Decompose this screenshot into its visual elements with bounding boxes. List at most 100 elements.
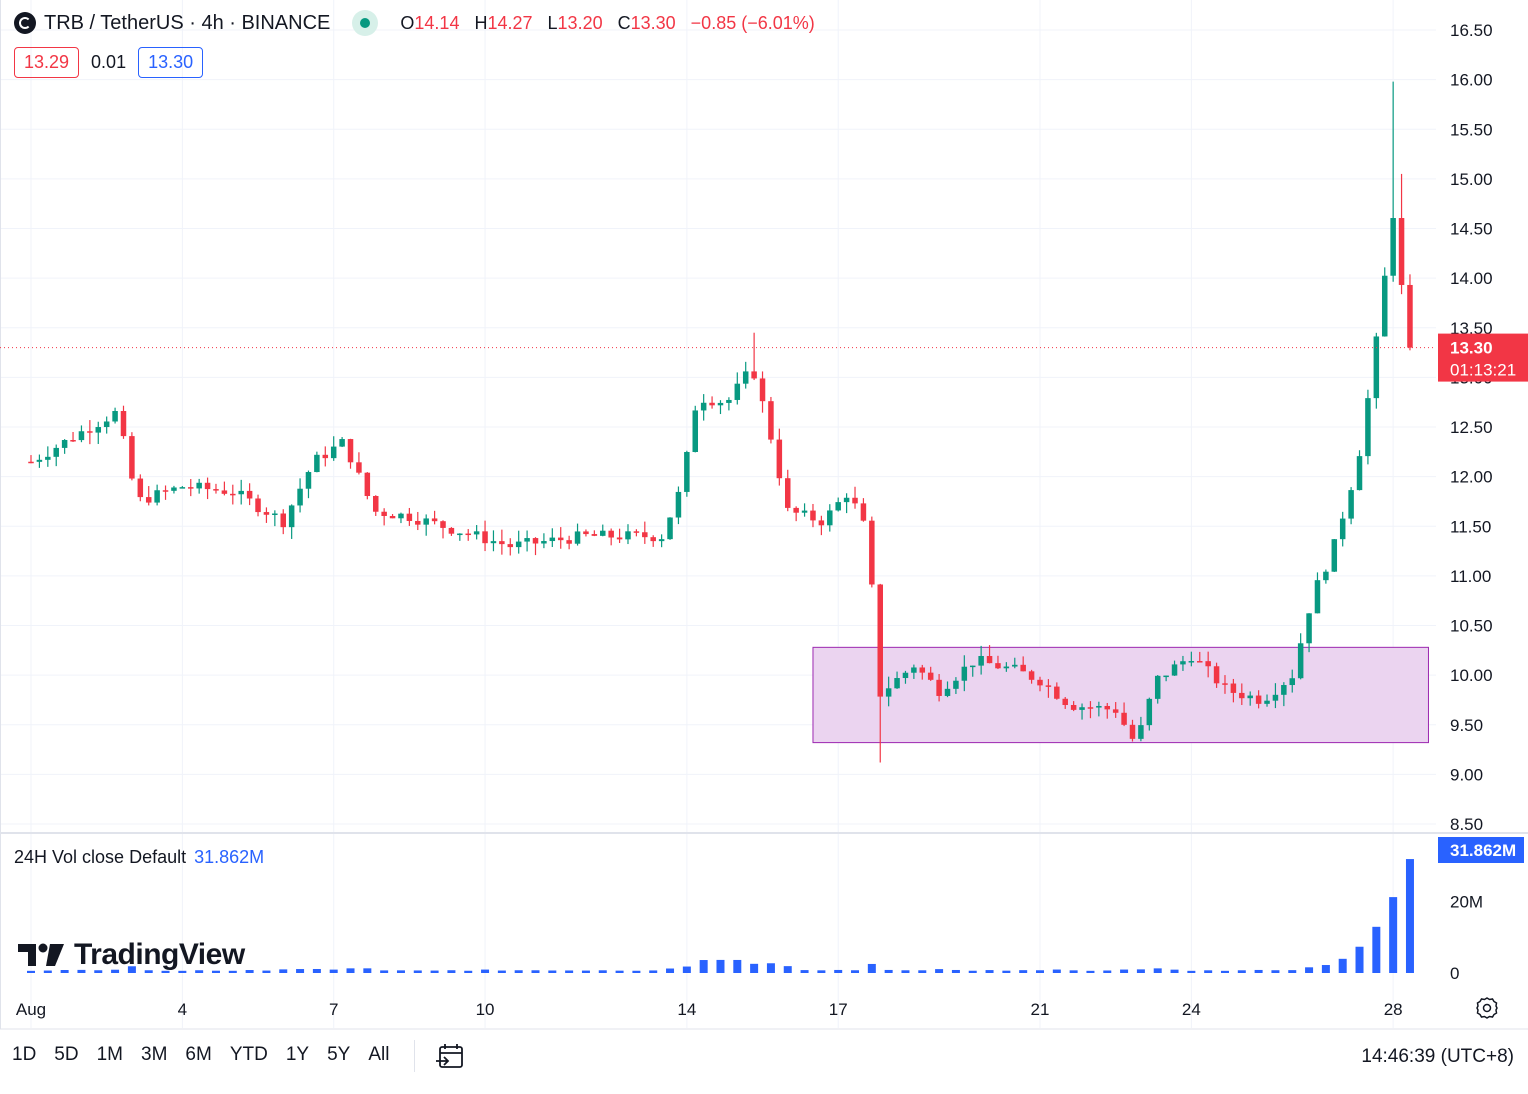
candle-body[interactable] <box>1054 686 1060 699</box>
candle-body[interactable] <box>1213 666 1220 684</box>
candle-body[interactable] <box>129 436 135 479</box>
candle-body[interactable] <box>431 518 438 522</box>
symbol-title[interactable]: TRB / TetherUS · 4h · BINANCE <box>44 11 331 34</box>
candle-body[interactable] <box>440 521 446 528</box>
candle-body[interactable] <box>246 490 253 499</box>
candle-body[interactable] <box>1390 218 1396 276</box>
sell-button[interactable]: 13.29 <box>14 47 80 78</box>
candle-body[interactable] <box>978 655 984 666</box>
candle-body[interactable] <box>1087 707 1094 709</box>
candle-body[interactable] <box>1365 398 1371 457</box>
candle-body[interactable] <box>608 530 614 538</box>
candle-body[interactable] <box>986 655 993 664</box>
candle-body[interactable] <box>911 667 917 673</box>
candle-body[interactable] <box>95 427 102 433</box>
candle-body[interactable] <box>532 538 539 544</box>
candle-body[interactable] <box>221 490 228 494</box>
timeframe-1m[interactable]: 1M <box>96 1044 123 1065</box>
candle-body[interactable] <box>1020 664 1026 672</box>
candle-body[interactable] <box>288 505 295 528</box>
candle-body[interactable] <box>499 541 505 545</box>
candle-body[interactable] <box>1062 698 1068 706</box>
candle-body[interactable] <box>255 498 261 513</box>
candle-body[interactable] <box>70 440 76 442</box>
candle-body[interactable] <box>1012 664 1018 667</box>
candle-body[interactable] <box>145 497 152 503</box>
candle-body[interactable] <box>566 540 572 544</box>
candle-body[interactable] <box>1180 661 1186 665</box>
candle-body[interactable] <box>843 497 850 503</box>
candle-body[interactable] <box>1096 705 1102 708</box>
candle-body[interactable] <box>936 679 942 696</box>
candle-body[interactable] <box>1373 336 1380 399</box>
candle-body[interactable] <box>1230 683 1237 693</box>
candle-body[interactable] <box>154 490 160 503</box>
timeframe-ytd[interactable]: YTD <box>229 1044 268 1065</box>
candle-body[interactable] <box>1306 613 1312 644</box>
candle-body[interactable] <box>162 490 169 492</box>
candle-body[interactable] <box>1264 700 1270 704</box>
candle-body[interactable] <box>1070 705 1077 710</box>
candle-body[interactable] <box>61 440 68 448</box>
candle-body[interactable] <box>297 488 303 506</box>
candle-body[interactable] <box>827 510 833 526</box>
candle-body[interactable] <box>734 383 741 400</box>
candle-body[interactable] <box>1222 683 1228 685</box>
candle-body[interactable] <box>751 371 757 379</box>
candle-body[interactable] <box>507 544 514 548</box>
candle-body[interactable] <box>1163 675 1169 678</box>
candle-body[interactable] <box>616 537 623 540</box>
candle-body[interactable] <box>1197 661 1203 663</box>
timezone-clock[interactable]: 14:46:39 (UTC+8) <box>1361 1046 1514 1067</box>
candle-body[interactable] <box>902 672 909 679</box>
candle-body[interactable] <box>1407 284 1413 348</box>
candle-body[interactable] <box>667 517 673 540</box>
candle-body[interactable] <box>969 665 976 668</box>
candle-body[interactable] <box>1272 694 1279 701</box>
candle-body[interactable] <box>1297 643 1304 679</box>
candle-body[interactable] <box>515 541 522 548</box>
timeframe-1y[interactable]: 1Y <box>285 1044 310 1065</box>
candle-body[interactable] <box>1356 456 1363 491</box>
candle-body[interactable] <box>112 411 118 422</box>
candle-body[interactable] <box>339 439 345 447</box>
candle-body[interactable] <box>457 533 463 536</box>
candle-body[interactable] <box>1112 709 1119 713</box>
candle-body[interactable] <box>78 431 85 441</box>
candle-body[interactable] <box>709 402 715 406</box>
candle-body[interactable] <box>179 487 186 489</box>
candle-body[interactable] <box>961 666 968 681</box>
candle-body[interactable] <box>894 678 900 689</box>
candle-body[interactable] <box>1348 490 1354 519</box>
candle-body[interactable] <box>263 512 270 515</box>
candle-body[interactable] <box>726 399 732 403</box>
candle-body[interactable] <box>541 541 547 544</box>
candle-body[interactable] <box>524 538 530 542</box>
candle-body[interactable] <box>330 446 337 459</box>
candle-body[interactable] <box>381 511 387 516</box>
candle-body[interactable] <box>1079 707 1085 710</box>
candle-body[interactable] <box>120 411 127 437</box>
candle-body[interactable] <box>650 537 656 542</box>
candle-body[interactable] <box>885 688 892 697</box>
candle-body[interactable] <box>658 539 665 542</box>
candle-body[interactable] <box>204 482 211 490</box>
candle-body[interactable] <box>810 510 816 521</box>
candle-body[interactable] <box>1045 685 1052 687</box>
candle-body[interactable] <box>1171 664 1178 676</box>
candle-body[interactable] <box>1281 685 1287 695</box>
candle-body[interactable] <box>1314 580 1321 614</box>
candle-body[interactable] <box>557 537 564 541</box>
candle-body[interactable] <box>944 688 951 696</box>
candle-body[interactable] <box>238 490 244 495</box>
candle-body[interactable] <box>1331 539 1338 572</box>
candle-body[interactable] <box>1255 695 1262 704</box>
candle-body[interactable] <box>305 472 312 489</box>
candle-body[interactable] <box>45 456 51 460</box>
candle-body[interactable] <box>1129 724 1136 739</box>
candle-body[interactable] <box>591 534 598 536</box>
candle-body[interactable] <box>389 515 396 519</box>
market-status-icon[interactable] <box>352 10 379 36</box>
